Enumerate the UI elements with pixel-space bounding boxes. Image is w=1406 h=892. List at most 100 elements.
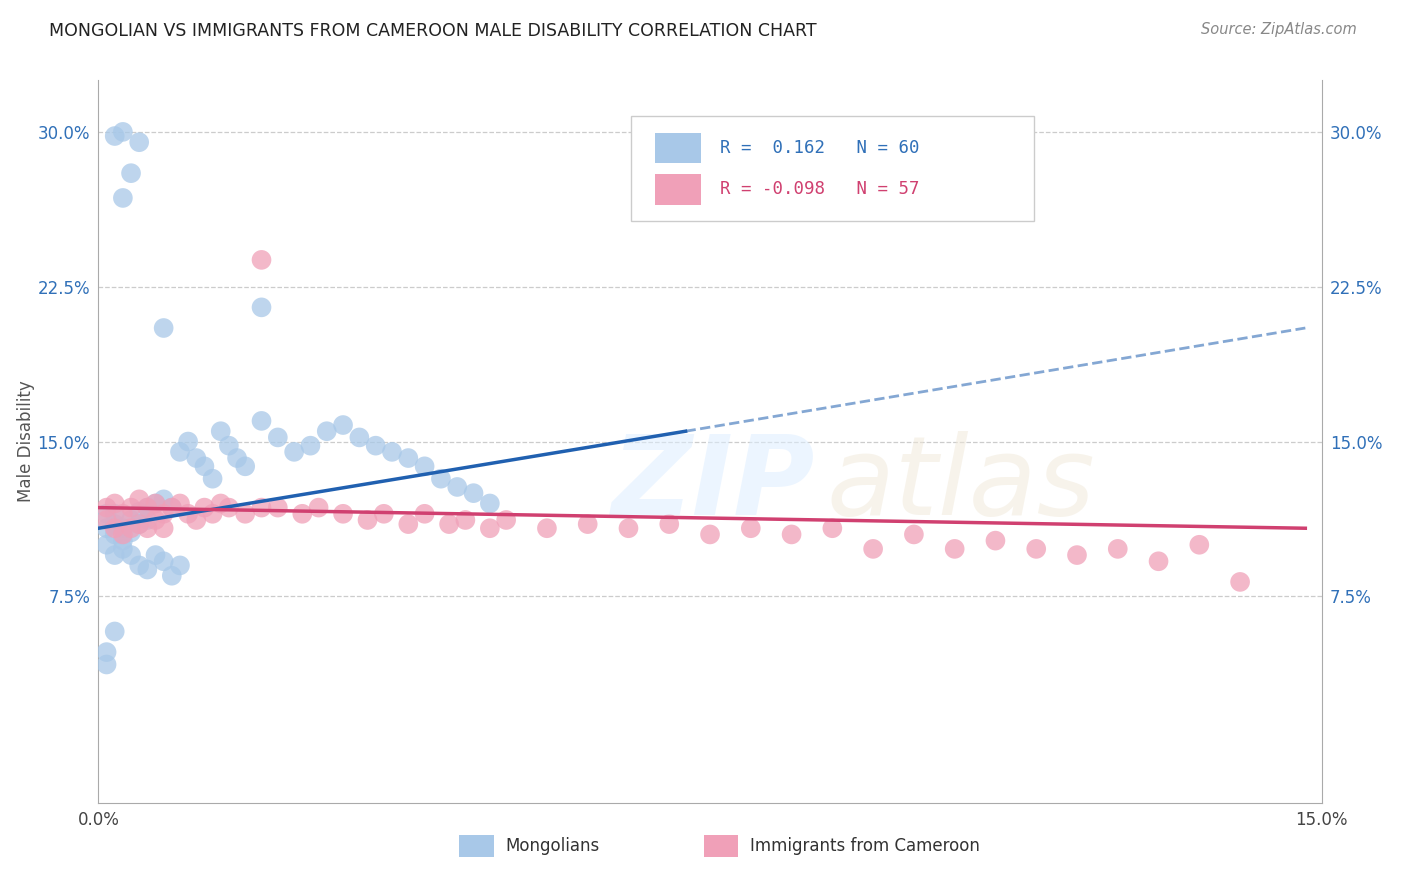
Point [283,445,305,459]
Text: atlas: atlas [827,432,1095,539]
Point [111,533,134,548]
Point [104,496,127,510]
Point [104,624,127,639]
Point [152,492,174,507]
Point [413,459,436,474]
Point [984,533,1007,548]
Text: ZIP: ZIP [612,432,815,539]
Point [699,527,721,541]
Point [201,507,224,521]
Y-axis label: Male Disability: Male Disability [17,381,35,502]
Point [430,472,453,486]
FancyBboxPatch shape [704,835,738,857]
Point [356,513,378,527]
Point [111,191,134,205]
Point [120,513,142,527]
Point [478,521,501,535]
Point [96,657,118,672]
Point [780,527,803,541]
Point [145,496,167,510]
Point [267,430,290,444]
Point [169,496,191,510]
FancyBboxPatch shape [655,133,702,163]
Text: Immigrants from Cameroon: Immigrants from Cameroon [751,838,980,855]
Point [111,521,134,535]
Point [152,321,174,335]
Point [128,505,150,519]
Point [96,538,118,552]
Point [576,517,599,532]
Point [136,500,159,515]
Point [218,439,240,453]
Point [169,558,191,573]
FancyBboxPatch shape [655,174,702,204]
Point [332,417,354,432]
Point [169,445,191,459]
Point [177,507,200,521]
Point [291,507,314,521]
Point [233,459,256,474]
Point [943,541,966,556]
Point [396,517,419,532]
Point [145,513,167,527]
Point [454,513,477,527]
Point [120,548,142,562]
Text: Mongolians: Mongolians [506,838,600,855]
Point [413,507,436,521]
Point [1107,541,1129,556]
Point [152,554,174,568]
Point [250,252,273,267]
Text: R = -0.098   N = 57: R = -0.098 N = 57 [720,180,920,198]
Point [740,521,762,535]
Point [128,517,150,532]
Point [104,507,127,521]
Point [128,135,150,149]
Text: R =  0.162   N = 60: R = 0.162 N = 60 [720,139,920,157]
Point [315,424,337,438]
Point [177,434,200,449]
Point [120,500,142,515]
Point [96,521,118,535]
Point [145,496,167,510]
Point [104,527,127,541]
Point [136,521,159,535]
Point [1188,538,1211,552]
Point [478,496,501,510]
Point [903,527,925,541]
Text: MONGOLIAN VS IMMIGRANTS FROM CAMEROON MALE DISABILITY CORRELATION CHART: MONGOLIAN VS IMMIGRANTS FROM CAMEROON MA… [49,22,817,40]
Point [96,500,118,515]
Point [128,558,150,573]
Point [332,507,354,521]
Point [186,513,208,527]
Point [111,507,134,521]
Point [111,125,134,139]
Point [1229,574,1251,589]
Point [349,430,371,444]
Point [136,562,159,576]
Point [152,507,174,521]
Point [145,548,167,562]
FancyBboxPatch shape [630,116,1035,221]
Point [193,459,215,474]
Point [152,521,174,535]
Point [658,517,681,532]
Point [128,492,150,507]
Point [536,521,558,535]
Point [104,548,127,562]
FancyBboxPatch shape [460,835,494,857]
Point [120,521,142,535]
Point [136,513,159,527]
Point [446,480,468,494]
Point [267,500,290,515]
Point [111,527,134,541]
Point [299,439,322,453]
Point [821,521,844,535]
Point [160,568,183,582]
Point [373,507,395,521]
Point [104,517,127,532]
Point [193,500,215,515]
Point [250,414,273,428]
Point [250,301,273,315]
Point [862,541,884,556]
Point [136,500,159,515]
